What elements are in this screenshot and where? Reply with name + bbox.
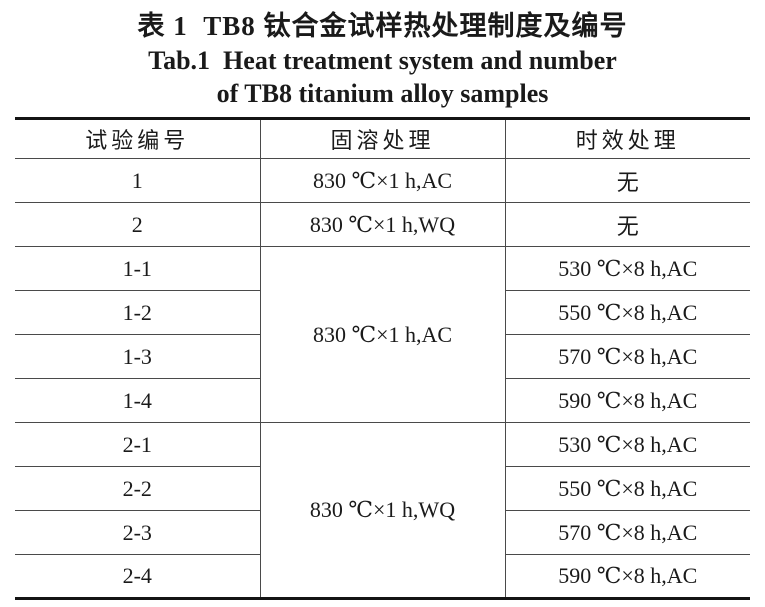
col-header-aging-treatment: 时效处理 [504,118,750,159]
col-header-solution-treatment: 固溶处理 [259,118,505,159]
solution-merged-cell-group2: 830 ℃×1 h,WQ [259,422,505,599]
sample-id-cell: 2-4 [122,563,152,588]
aging-cell: 无 [504,202,750,247]
table-row: 1-1 830 ℃×1 h,AC 530 ℃×8 h,AC [15,246,750,423]
sample-id-cell: 2-1 [15,422,260,467]
aging-cell: 无 [504,158,750,203]
table-row: 1-2 550 ℃×8 h,AC [15,290,750,335]
table-title-english-line2: of TB8 titanium alloy samples [216,79,549,108]
solution-merged-cell-group1: 830 ℃×1 h,AC [259,246,505,423]
aging-cell: 570 ℃×8 h,AC [504,334,750,379]
aging-cell: 590 ℃×8 h,AC [504,378,750,423]
solution-cell: 830 ℃×1 h,AC [259,158,505,203]
solution-cell: 830 ℃×1 h,WQ [259,202,505,247]
sample-id-cell: 1-3 [15,334,260,379]
sample-id-cell: 1-1 [15,246,260,291]
table-caption: 表 1 TB8 钛合金试样热处理制度及编号 Tab.1 Heat treatme… [0,0,765,110]
table-row: 2-4 590 ℃×8 h,AC [15,554,750,599]
aging-cell: 530 ℃×8 h,AC [504,246,750,291]
table-row: 1-3 570 ℃×8 h,AC [15,334,750,379]
table-header-row: 试验编号 固溶处理 时效处理 [15,118,750,159]
table-row: 2 830 ℃×1 h,WQ 无 [15,202,750,247]
sample-id-cell: 1-4 [15,378,260,423]
table-row: 2-3 570 ℃×8 h,AC [15,510,750,555]
sample-id-cell: 2-3 [15,510,260,555]
sample-id-cell: 1 [15,158,260,203]
sample-id-cell: 2 [15,202,260,247]
aging-cell: 590 ℃×8 h,AC [504,554,750,599]
heat-treatment-table: 试验编号 固溶处理 时效处理 1 830 ℃×1 h,AC 无 2 830 ℃×… [15,117,750,600]
sample-id-cell: 1-2 [15,290,260,335]
table-row: 2-2 550 ℃×8 h,AC [15,466,750,511]
table-row: 1-4 590 ℃×8 h,AC [15,378,750,423]
table-row: 2-1 830 ℃×1 h,WQ 530 ℃×8 h,AC [15,422,750,599]
aging-cell: 550 ℃×8 h,AC [504,290,750,335]
aging-cell: 570 ℃×8 h,AC [504,510,750,555]
table-title-chinese: 表 1 TB8 钛合金试样热处理制度及编号 [137,11,628,41]
col-header-sample-number: 试验编号 [15,118,260,159]
table-row: 1 830 ℃×1 h,AC 无 [15,158,750,203]
aging-cell: 550 ℃×8 h,AC [504,466,750,511]
table-title-english-line1: Tab.1 Heat treatment system and number [148,46,617,75]
sample-id-cell: 2-2 [15,466,260,511]
aging-cell: 530 ℃×8 h,AC [504,422,750,467]
